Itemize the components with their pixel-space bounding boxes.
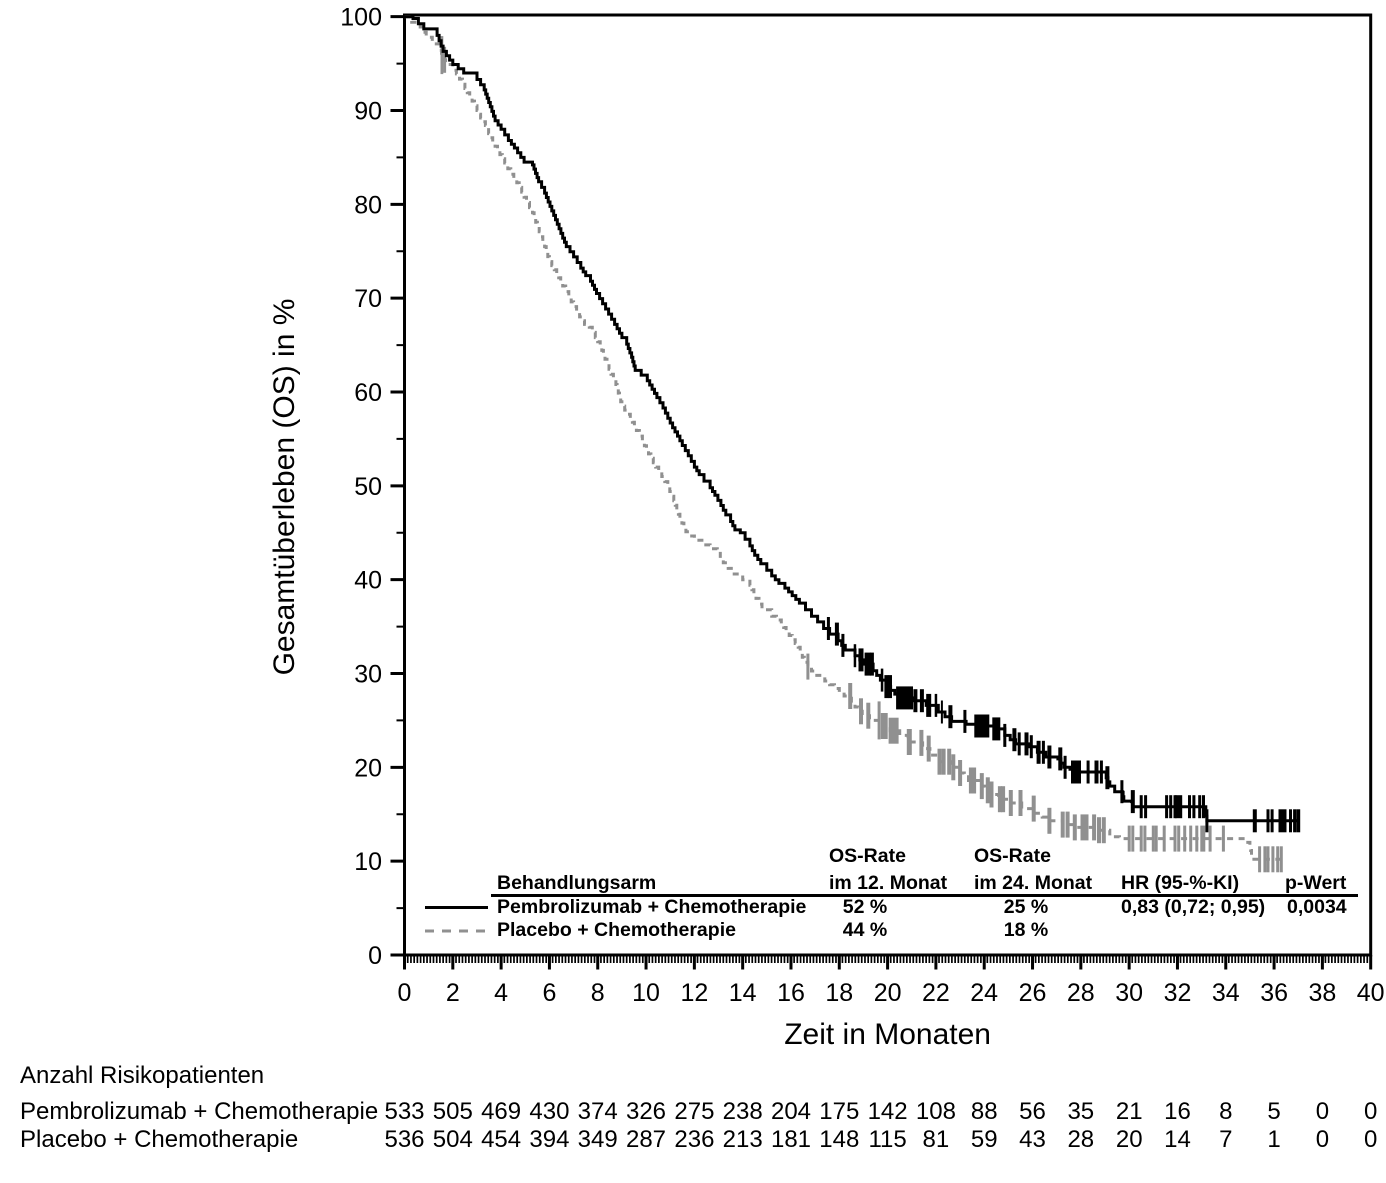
svg-text:181: 181 [771, 1126, 811, 1153]
svg-text:533: 533 [384, 1098, 424, 1125]
svg-text:0: 0 [1364, 1098, 1377, 1125]
svg-text:430: 430 [529, 1098, 569, 1125]
svg-text:88: 88 [971, 1098, 998, 1125]
svg-text:36: 36 [1260, 979, 1288, 1007]
svg-text:204: 204 [771, 1098, 811, 1125]
svg-text:24: 24 [970, 979, 998, 1007]
svg-text:5: 5 [1267, 1098, 1280, 1125]
svg-text:108: 108 [916, 1098, 956, 1125]
svg-text:213: 213 [723, 1126, 763, 1153]
svg-text:p-Wert: p-Wert [1285, 872, 1347, 894]
svg-text:60: 60 [354, 379, 382, 407]
svg-text:0: 0 [1316, 1126, 1329, 1153]
svg-text:HR (95-%-KI): HR (95-%-KI) [1121, 872, 1239, 894]
svg-text:4: 4 [494, 979, 508, 1007]
svg-text:25 %: 25 % [1004, 896, 1048, 918]
svg-text:238: 238 [723, 1098, 763, 1125]
svg-text:56: 56 [1019, 1098, 1046, 1125]
svg-text:374: 374 [578, 1098, 618, 1125]
svg-text:Anzahl Risikopatienten: Anzahl Risikopatienten [20, 1062, 264, 1089]
svg-text:8: 8 [591, 979, 605, 1007]
svg-text:14: 14 [1164, 1126, 1191, 1153]
svg-text:0: 0 [1364, 1126, 1377, 1153]
svg-text:im 24. Monat: im 24. Monat [974, 872, 1093, 894]
svg-text:im 12. Monat: im 12. Monat [829, 872, 948, 894]
svg-text:454: 454 [481, 1126, 521, 1153]
svg-text:34: 34 [1212, 979, 1240, 1007]
svg-text:16: 16 [777, 979, 805, 1007]
svg-text:26: 26 [1019, 979, 1047, 1007]
svg-text:275: 275 [674, 1098, 714, 1125]
svg-text:0: 0 [368, 942, 382, 970]
svg-text:38: 38 [1308, 979, 1336, 1007]
svg-text:115: 115 [868, 1126, 906, 1153]
svg-text:30: 30 [354, 661, 382, 689]
svg-text:Zeit in Monaten: Zeit in Monaten [784, 1018, 991, 1051]
svg-text:505: 505 [433, 1098, 473, 1125]
svg-text:81: 81 [923, 1126, 950, 1153]
svg-text:30: 30 [1115, 979, 1143, 1007]
svg-text:16: 16 [1164, 1098, 1191, 1125]
svg-text:59: 59 [971, 1126, 998, 1153]
svg-text:0: 0 [1316, 1098, 1329, 1125]
svg-text:18: 18 [825, 979, 853, 1007]
svg-text:Gesamtüberleben (OS) in %: Gesamtüberleben (OS) in % [268, 299, 301, 676]
svg-text:1: 1 [1267, 1126, 1280, 1153]
svg-text:0,0034: 0,0034 [1287, 896, 1347, 918]
svg-text:28: 28 [1067, 979, 1095, 1007]
svg-text:8: 8 [1219, 1098, 1232, 1125]
svg-text:32: 32 [1164, 979, 1192, 1007]
svg-text:7: 7 [1219, 1126, 1232, 1153]
svg-text:22: 22 [922, 979, 950, 1007]
svg-text:175: 175 [819, 1098, 859, 1125]
svg-text:Placebo + Chemotherapie: Placebo + Chemotherapie [20, 1126, 298, 1153]
svg-text:OS-Rate: OS-Rate [974, 845, 1051, 867]
svg-text:0,83 (0,72; 0,95): 0,83 (0,72; 0,95) [1121, 896, 1265, 918]
svg-text:10: 10 [354, 848, 382, 876]
svg-text:40: 40 [354, 567, 382, 595]
svg-text:100: 100 [340, 4, 382, 32]
svg-text:326: 326 [626, 1098, 666, 1125]
svg-text:20: 20 [874, 979, 902, 1007]
svg-text:Pembrolizumab + Chemotherapie: Pembrolizumab + Chemotherapie [497, 896, 807, 918]
svg-text:394: 394 [529, 1126, 569, 1153]
svg-text:Pembrolizumab + Chemotherapie: Pembrolizumab + Chemotherapie [20, 1098, 378, 1125]
svg-text:236: 236 [674, 1126, 714, 1153]
svg-text:Behandlungsarm: Behandlungsarm [497, 872, 656, 894]
svg-text:6: 6 [542, 979, 556, 1007]
svg-text:14: 14 [729, 979, 757, 1007]
svg-text:349: 349 [578, 1126, 618, 1153]
svg-text:469: 469 [481, 1098, 521, 1125]
svg-text:90: 90 [354, 98, 382, 126]
svg-text:43: 43 [1019, 1126, 1046, 1153]
svg-text:OS-Rate: OS-Rate [829, 845, 906, 867]
svg-text:20: 20 [1116, 1126, 1143, 1153]
svg-text:536: 536 [384, 1126, 424, 1153]
svg-text:12: 12 [680, 979, 708, 1007]
svg-text:52 %: 52 % [843, 896, 887, 918]
svg-text:142: 142 [868, 1098, 908, 1125]
svg-text:35: 35 [1067, 1098, 1094, 1125]
svg-text:504: 504 [433, 1126, 473, 1153]
svg-text:40: 40 [1357, 979, 1385, 1007]
svg-text:20: 20 [354, 754, 382, 782]
svg-text:0: 0 [398, 979, 412, 1007]
svg-text:80: 80 [354, 191, 382, 219]
svg-text:2: 2 [446, 979, 460, 1007]
svg-text:50: 50 [354, 473, 382, 501]
svg-text:70: 70 [354, 285, 382, 313]
svg-text:287: 287 [626, 1126, 666, 1153]
svg-text:10: 10 [632, 979, 660, 1007]
svg-text:21: 21 [1116, 1098, 1143, 1125]
svg-text:18 %: 18 % [1004, 919, 1048, 941]
svg-text:Placebo + Chemotherapie: Placebo + Chemotherapie [497, 919, 736, 941]
svg-text:28: 28 [1067, 1126, 1094, 1153]
svg-text:148: 148 [819, 1126, 859, 1153]
svg-text:44 %: 44 % [843, 919, 887, 941]
